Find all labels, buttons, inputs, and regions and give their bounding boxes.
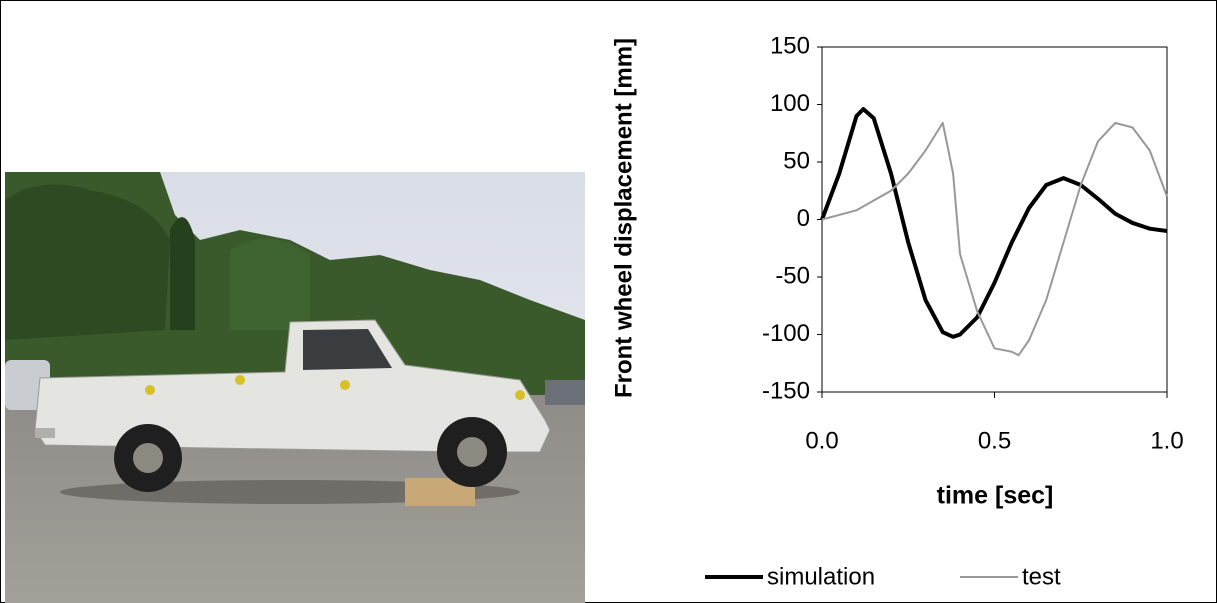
legend-label: simulation [767, 563, 875, 590]
series-line [821, 121, 1168, 357]
y-tick-label: -100 [762, 320, 810, 347]
y-tick-label: -50 [775, 262, 810, 289]
y-tick-label: 100 [770, 90, 810, 117]
y-tick-label: 0 [797, 205, 810, 232]
truck-photo [5, 172, 585, 603]
x-tick-label: 1.0 [1150, 427, 1183, 454]
y-axis-label: Front wheel displacement [mm] [610, 38, 637, 398]
y-tick-label: 150 [770, 32, 810, 59]
x-axis-label: time [sec] [937, 482, 1054, 510]
y-tick-label: -150 [762, 377, 810, 404]
series-line [820, 107, 1168, 339]
y-tick-label: 50 [783, 147, 810, 174]
x-tick-label: 0.0 [805, 427, 838, 454]
x-tick-label: 0.5 [978, 427, 1011, 454]
legend-label: test [1022, 563, 1061, 590]
